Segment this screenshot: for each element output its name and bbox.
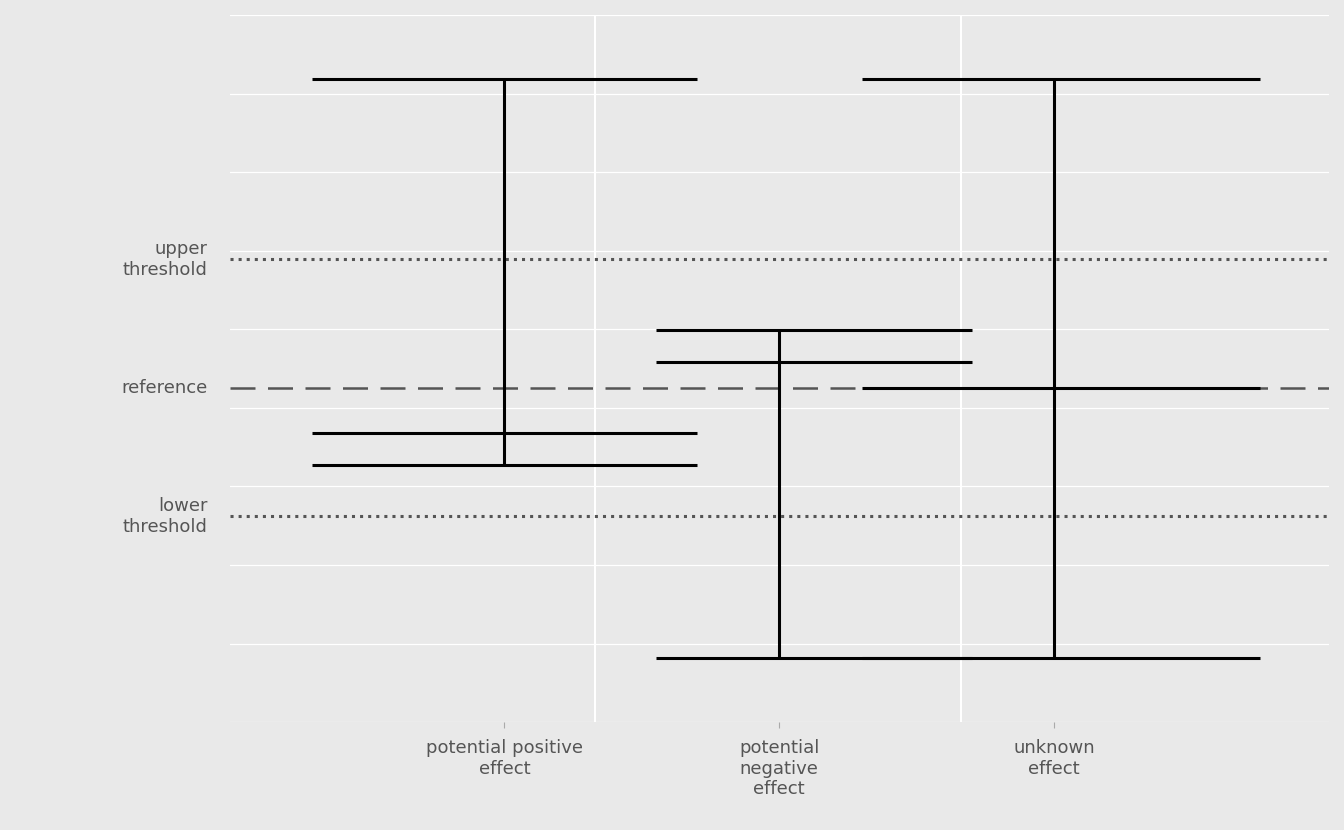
Text: reference: reference — [121, 378, 207, 397]
Text: lower
threshold: lower threshold — [122, 497, 207, 536]
Text: upper
threshold: upper threshold — [122, 240, 207, 279]
